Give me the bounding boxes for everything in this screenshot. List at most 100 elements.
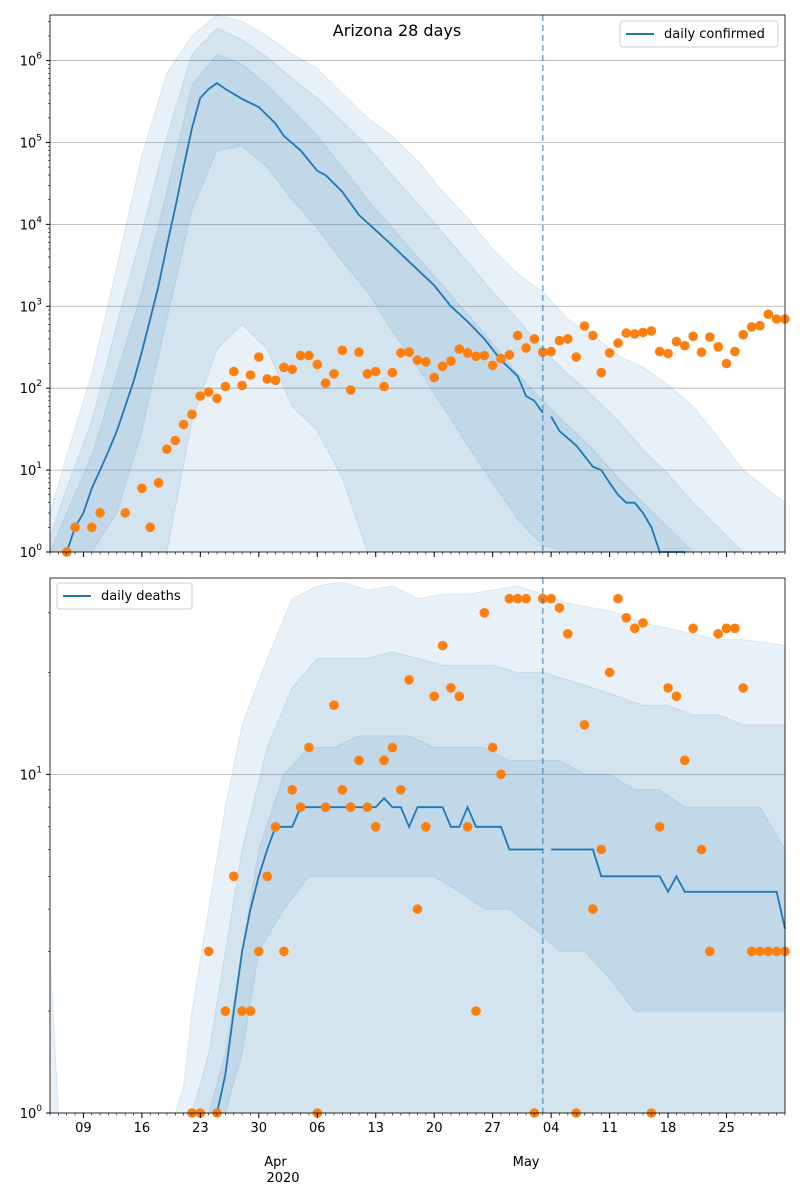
- x-tick-label: 09: [75, 1121, 92, 1136]
- observed-point: [454, 344, 465, 354]
- observed-point: [512, 330, 523, 341]
- median-line-forecast: [551, 848, 786, 929]
- observed-point: [763, 946, 774, 957]
- observed-point: [279, 946, 289, 957]
- observed-point: [120, 508, 130, 518]
- x-axis-ticks: [49, 552, 786, 557]
- observed-point: [195, 391, 206, 401]
- observed-point: [421, 357, 431, 367]
- legend: daily deaths: [56, 582, 193, 610]
- observed-point: [462, 822, 473, 832]
- observed-point: [579, 720, 590, 730]
- observed-point: [304, 350, 314, 361]
- observed-point: [688, 331, 698, 342]
- observed-point: [203, 387, 214, 397]
- observed-point: [471, 1006, 481, 1016]
- observed-point: [387, 367, 398, 378]
- observed-point: [746, 946, 757, 957]
- y-tick-exponent: 4: [36, 215, 42, 225]
- x-tick-label: 23: [192, 1121, 209, 1136]
- x-axis-ticks: 09 16 23 30 06 13 20 27 04 11 18 25: [49, 1113, 786, 1136]
- x-tick-label: 16: [134, 1121, 151, 1136]
- median-line-forecast: [550, 416, 685, 553]
- observed-point: [262, 871, 273, 882]
- observed-point: [245, 1006, 256, 1016]
- x-tick-label: 18: [660, 1121, 677, 1136]
- observed-point: [220, 381, 231, 392]
- observed-point: [529, 334, 540, 344]
- observed-point: [596, 844, 607, 855]
- y-tick-exponent: 3: [36, 297, 42, 307]
- observed-point: [287, 364, 298, 375]
- panel-confirmed-bands: [49, 14, 786, 553]
- observed-point: [504, 593, 515, 604]
- observed-point: [512, 593, 523, 604]
- legend-box: [619, 20, 779, 48]
- observed-point: [521, 343, 531, 353]
- observed-point: [295, 802, 306, 812]
- observed-point: [87, 522, 97, 533]
- observed-point: [237, 1006, 247, 1016]
- observed-point: [671, 336, 682, 347]
- observed-point: [671, 691, 682, 702]
- observed-point: [604, 348, 615, 358]
- observed-point: [621, 328, 632, 338]
- y-tick-exponent: 6: [36, 52, 42, 62]
- observed-point: [487, 360, 498, 371]
- observed-point: [404, 675, 414, 685]
- observed-point: [496, 769, 506, 780]
- observed-point: [270, 822, 281, 832]
- observed-point: [713, 629, 723, 639]
- observed-point: [70, 522, 80, 533]
- observed-point: [487, 742, 498, 753]
- observed-point: [721, 623, 732, 634]
- y-tick-exponent: 2: [36, 379, 42, 389]
- y-tick-exponent: 1: [36, 461, 42, 471]
- observed-point: [771, 946, 782, 957]
- x-tick-label: 30: [251, 1121, 268, 1136]
- observed-point: [563, 629, 573, 639]
- observed-point: [412, 904, 423, 914]
- observed-point: [320, 802, 331, 812]
- observed-point: [229, 366, 239, 377]
- observed-point: [730, 346, 740, 357]
- observed-point: [312, 359, 323, 370]
- observed-point: [755, 946, 765, 957]
- observed-point: [479, 608, 490, 618]
- x-axis-year-label: 2020: [266, 1171, 299, 1186]
- panel-deaths-bands: [49, 581, 786, 1114]
- observed-point: [763, 309, 774, 320]
- x-tick-label: 20: [426, 1121, 443, 1136]
- x-tick-label: 27: [484, 1121, 501, 1136]
- observed-point: [563, 334, 573, 344]
- x-tick-label: 06: [309, 1121, 326, 1136]
- observed-point: [538, 347, 548, 358]
- observed-point: [137, 483, 147, 494]
- observed-point: [646, 326, 657, 336]
- observed-point: [446, 356, 456, 366]
- observed-point: [203, 946, 214, 957]
- observed-point: [379, 755, 389, 766]
- observed-point: [629, 623, 640, 634]
- observed-point: [654, 346, 665, 357]
- observed-point: [437, 361, 448, 372]
- observed-point: [370, 366, 381, 377]
- observed-point: [730, 623, 740, 634]
- observed-point: [304, 742, 314, 753]
- panel-confirmed-median-line: [65, 81, 685, 553]
- observed-point: [337, 785, 348, 795]
- observed-point: [345, 802, 356, 812]
- observed-point: [613, 593, 623, 604]
- observed-point: [253, 946, 264, 957]
- y-tick-exponent: 0: [36, 543, 42, 553]
- legend-box: [56, 582, 193, 610]
- observed-point: [454, 691, 465, 702]
- observed-point: [187, 409, 197, 420]
- observed-point: [471, 351, 481, 362]
- observed-point: [705, 332, 715, 342]
- legend: daily confirmed: [619, 20, 779, 48]
- observed-point: [629, 329, 640, 339]
- x-axis-month-labels: Apr May: [264, 1155, 540, 1170]
